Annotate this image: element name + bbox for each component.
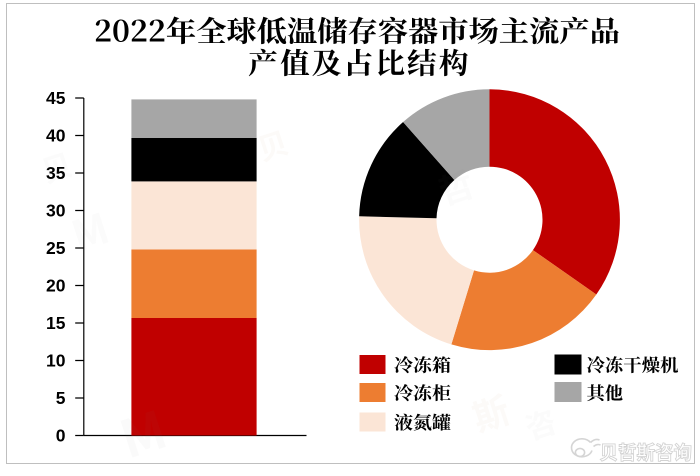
svg-text:25: 25 [46,238,66,258]
svg-text:20: 20 [46,276,66,296]
svg-text:30: 30 [46,201,66,221]
svg-text:45: 45 [46,88,66,108]
svg-text:10: 10 [46,351,66,371]
svg-text:5: 5 [56,388,66,408]
svg-text:0: 0 [56,426,66,446]
svg-text:15: 15 [46,313,66,333]
svg-text:35: 35 [46,163,66,183]
svg-text:40: 40 [46,126,66,146]
